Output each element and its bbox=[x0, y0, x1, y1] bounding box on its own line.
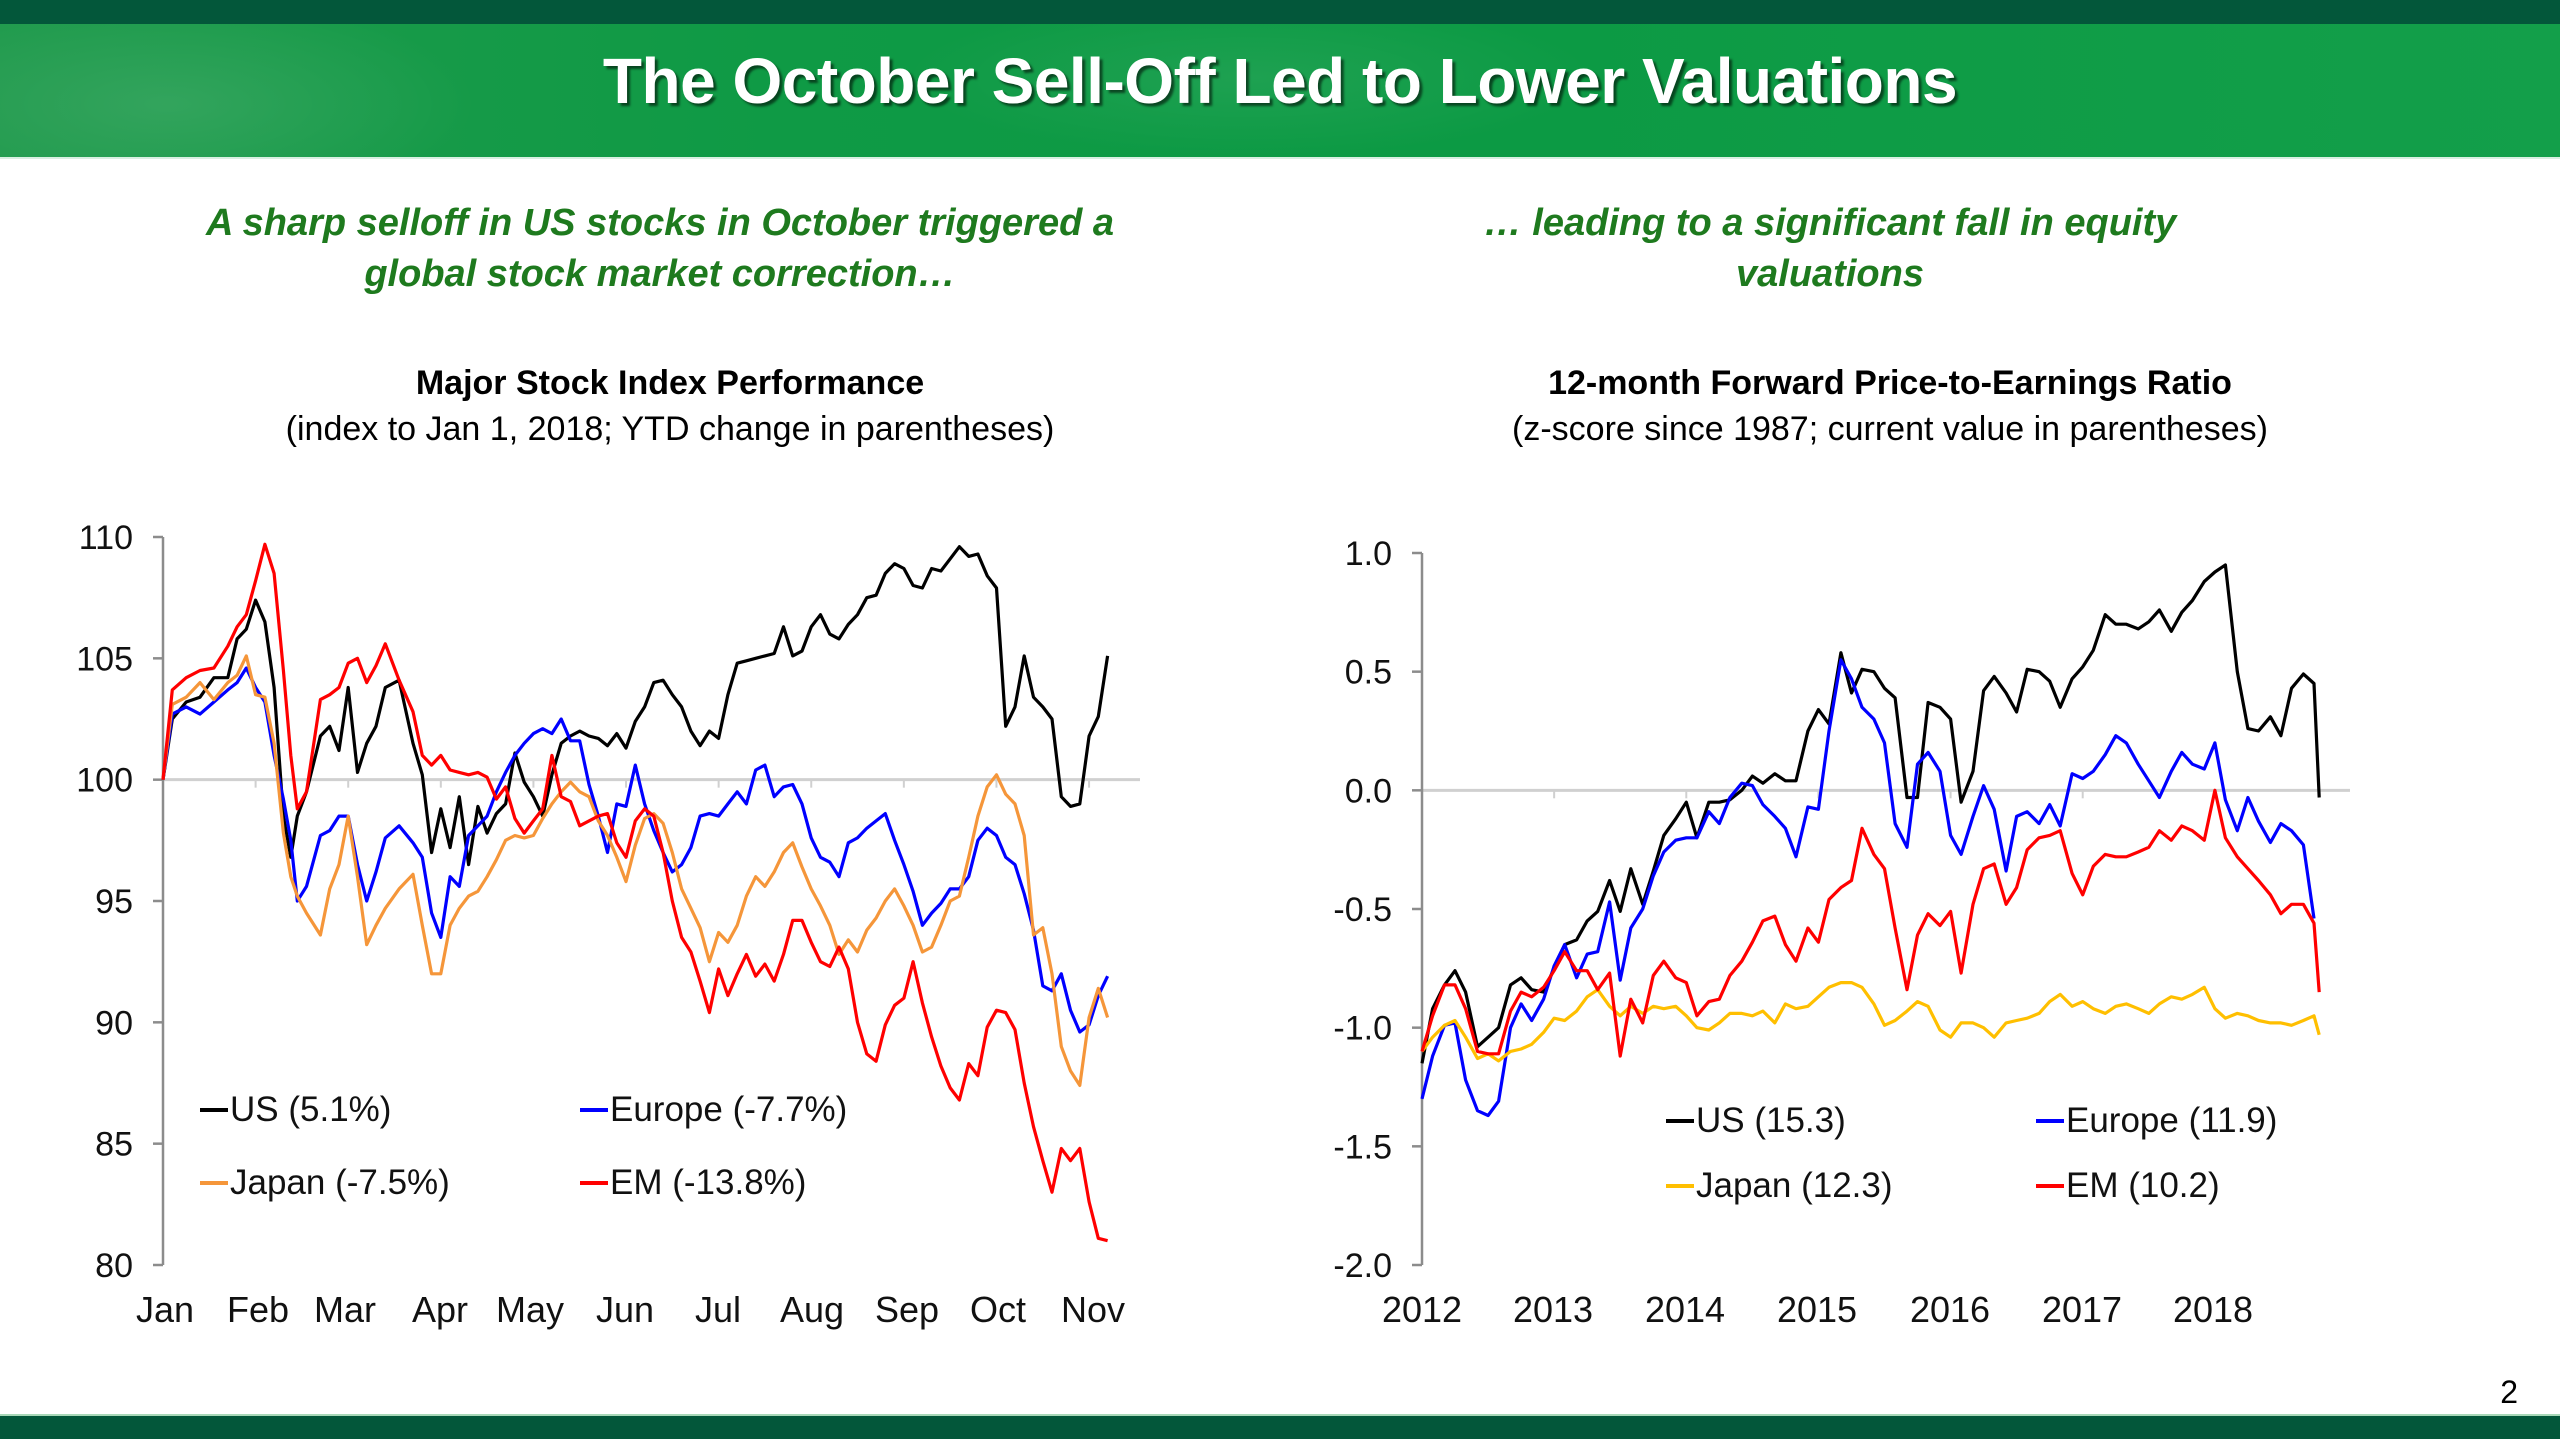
legend-label: US (15.3) bbox=[1696, 1101, 1846, 1140]
series-line-europe bbox=[1420, 658, 2316, 1118]
right-subtitle-line-2: valuations bbox=[1736, 253, 1924, 295]
x-tick-label: 2014 bbox=[1645, 1289, 1725, 1330]
x-tick-label: Aug bbox=[780, 1289, 844, 1330]
left-chart-subtitle: (index to Jan 1, 2018; YTD change in par… bbox=[285, 410, 1055, 448]
x-tick-label: Jul bbox=[695, 1289, 741, 1330]
legend-label: EM (-13.8%) bbox=[610, 1163, 807, 1202]
legend-label: US (5.1%) bbox=[230, 1090, 392, 1129]
legend-label: Europe (-7.7%) bbox=[610, 1090, 848, 1129]
legend-swatch bbox=[1666, 1118, 1694, 1123]
y-tick-label: 95 bbox=[95, 883, 133, 921]
left-chart-heading: Major Stock Index Performance (index to … bbox=[160, 360, 1180, 452]
y-tick-label: 1.0 bbox=[1345, 535, 1392, 573]
y-tick-label: 85 bbox=[95, 1126, 133, 1164]
y-tick-label: 0.0 bbox=[1345, 772, 1392, 810]
y-tick-label: -1.5 bbox=[1333, 1128, 1392, 1166]
left-subtitle-line-1: A sharp selloff in US stocks in October … bbox=[206, 202, 1114, 244]
right-subtitle-line-1: … leading to a significant fall in equit… bbox=[1483, 202, 2177, 244]
series-line-japan bbox=[161, 654, 1110, 1088]
x-tick-label: 2015 bbox=[1777, 1289, 1857, 1330]
left-legend-us: US (5.1%) bbox=[200, 1090, 391, 1130]
y-tick-label: -1.0 bbox=[1333, 1010, 1392, 1048]
legend-swatch bbox=[2036, 1118, 2064, 1123]
right-chart-heading: 12-month Forward Price-to-Earnings Ratio… bbox=[1380, 360, 2400, 452]
right-legend-us: US (15.3) bbox=[1666, 1101, 1846, 1141]
y-tick-label: 110 bbox=[79, 519, 133, 557]
left-subtitle-line-2: global stock market correction… bbox=[364, 253, 956, 295]
y-tick-label: 100 bbox=[76, 762, 133, 800]
y-tick-label: 105 bbox=[76, 640, 133, 678]
legend-swatch bbox=[200, 1107, 228, 1112]
top-header-band bbox=[0, 0, 2560, 24]
legend-label: EM (10.2) bbox=[2066, 1166, 2220, 1205]
legend-label: Europe (11.9) bbox=[2066, 1101, 2278, 1140]
series-line-japan bbox=[1420, 980, 2321, 1063]
x-tick-label: 2016 bbox=[1910, 1289, 1990, 1330]
slide-title: The October Sell-Off Led to Lower Valuat… bbox=[602, 45, 1958, 117]
left-chart-title: Major Stock Index Performance bbox=[415, 364, 925, 402]
right-chart-subtitle: (z-score since 1987; current value in pa… bbox=[1512, 410, 2268, 448]
y-tick-label: 80 bbox=[95, 1247, 133, 1285]
x-tick-label: 2012 bbox=[1382, 1289, 1462, 1330]
y-tick-label: -0.5 bbox=[1333, 891, 1392, 929]
x-tick-label: Nov bbox=[1061, 1289, 1125, 1330]
right-legend-europe: Europe (11.9) bbox=[2036, 1101, 2277, 1141]
x-tick-label: Oct bbox=[970, 1289, 1026, 1330]
x-tick-label: 2018 bbox=[2173, 1289, 2253, 1330]
x-tick-label: May bbox=[496, 1289, 564, 1330]
x-tick-label: Jun bbox=[596, 1289, 654, 1330]
right-panel-subtitle: … leading to a significant fall in equit… bbox=[1300, 198, 2360, 300]
y-tick-label: -2.0 bbox=[1333, 1247, 1392, 1285]
footer-divider bbox=[0, 1414, 2560, 1416]
y-tick-label: 0.5 bbox=[1345, 654, 1392, 692]
footer-band bbox=[0, 1416, 2560, 1439]
legend-swatch bbox=[580, 1180, 608, 1185]
left-panel-subtitle: A sharp selloff in US stocks in October … bbox=[110, 198, 1210, 300]
x-tick-label: Jan bbox=[136, 1289, 194, 1330]
legend-label: Japan (-7.5%) bbox=[230, 1163, 450, 1202]
x-tick-label: 2017 bbox=[2042, 1289, 2122, 1330]
legend-label: Japan (12.3) bbox=[1696, 1166, 1893, 1205]
series-line-em bbox=[1420, 788, 2321, 1058]
legend-swatch bbox=[580, 1107, 608, 1112]
legend-swatch bbox=[200, 1180, 228, 1185]
x-tick-label: Sep bbox=[875, 1289, 939, 1330]
left-legend-europe: Europe (-7.7%) bbox=[580, 1090, 847, 1130]
right-legend-japan: Japan (12.3) bbox=[1666, 1166, 1893, 1206]
x-tick-label: Mar bbox=[314, 1289, 376, 1330]
left-legend-em: EM (-13.8%) bbox=[580, 1163, 806, 1203]
series-line-us bbox=[1420, 563, 2321, 1064]
legend-swatch bbox=[2036, 1183, 2064, 1188]
x-tick-label: 2013 bbox=[1513, 1289, 1593, 1330]
title-banner bbox=[0, 24, 2560, 157]
y-tick-label: 90 bbox=[95, 1004, 133, 1042]
x-tick-label: Feb bbox=[227, 1289, 289, 1330]
left-legend-japan: Japan (-7.5%) bbox=[200, 1163, 450, 1203]
x-tick-label: Apr bbox=[412, 1289, 468, 1330]
right-chart-title: 12-month Forward Price-to-Earnings Ratio bbox=[1548, 364, 2232, 402]
right-legend-em: EM (10.2) bbox=[2036, 1166, 2220, 1206]
title-divider bbox=[0, 157, 2560, 159]
series-line-us bbox=[161, 545, 1110, 867]
page-number: 2 bbox=[2500, 1374, 2518, 1410]
legend-swatch bbox=[1666, 1183, 1694, 1188]
series-line-em bbox=[161, 542, 1108, 1243]
